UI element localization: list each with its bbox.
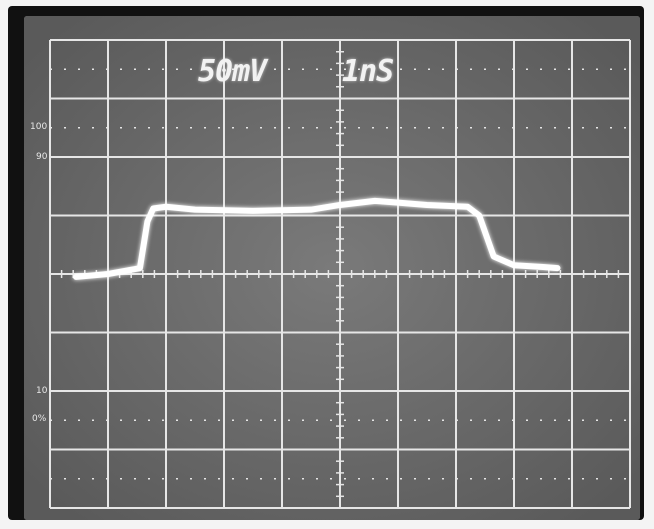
percent-10-label: 10 — [36, 386, 48, 396]
percent-0-label: 0% — [32, 414, 47, 424]
volts-per-div-label: 50mV — [198, 54, 267, 89]
percent-100-label: 100 — [30, 122, 48, 132]
oscilloscope-screen: 50mV 1nS 100 90 10 0% — [24, 16, 640, 520]
crt-bezel: 50mV 1nS 100 90 10 0% — [8, 6, 644, 520]
axis-ticks — [49, 39, 631, 509]
percent-90-label: 90 — [36, 152, 48, 162]
waveform-trace — [73, 197, 561, 280]
graticule — [24, 16, 640, 520]
time-per-div-label: 1nS — [342, 54, 394, 89]
